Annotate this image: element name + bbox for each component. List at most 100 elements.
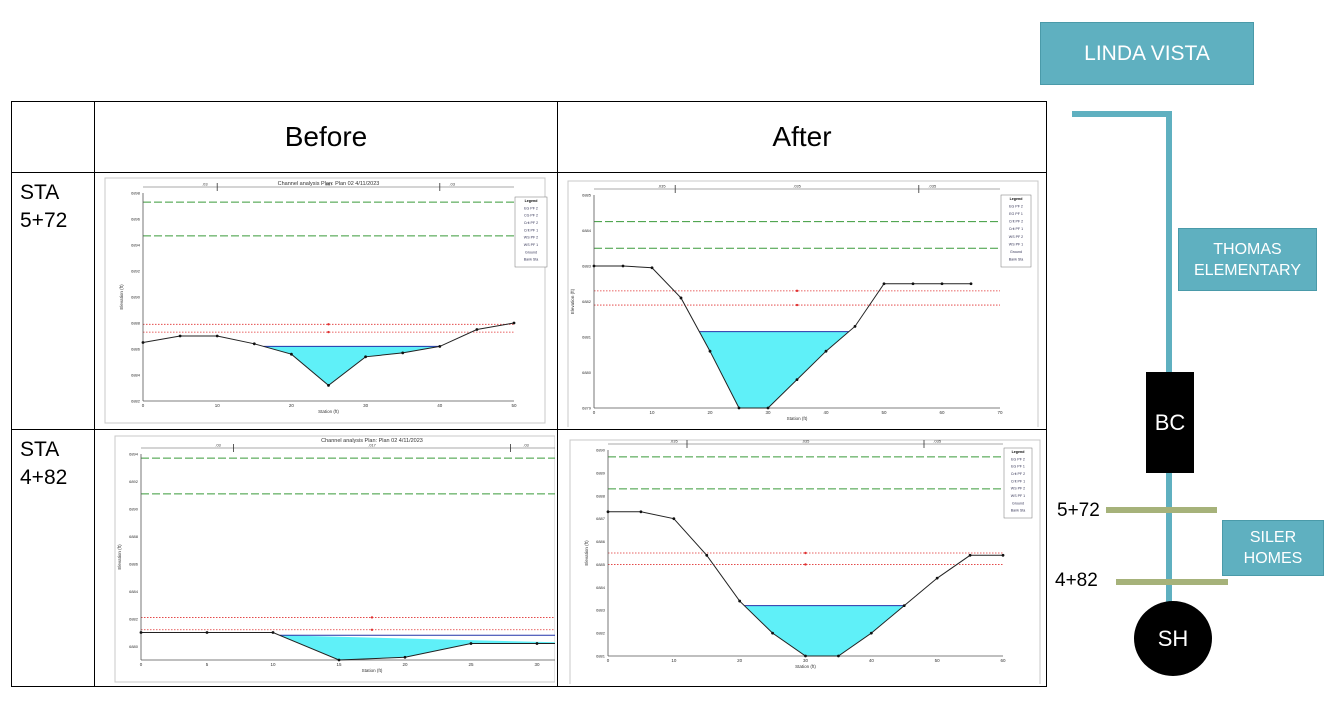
ground-line: [141, 632, 555, 661]
ground-point: [512, 321, 516, 325]
chart-title: Channel analysis Plan: Plan 02 4/11/2023: [321, 438, 423, 444]
eg-marker: [804, 551, 807, 555]
manning-n-label: .017: [325, 182, 334, 187]
ground-point: [621, 264, 625, 268]
x-tick-label: 5: [206, 662, 209, 667]
y-tick-label: 6889: [596, 470, 606, 475]
ground-point: [364, 355, 367, 359]
y-axis-label: Elevation (ft): [117, 544, 122, 570]
chart-sta572-before: Channel analysis Plan: Plan 02 4/11/2023…: [104, 177, 548, 424]
manning-n-label: .035: [670, 439, 679, 444]
water-area: [699, 331, 849, 408]
ground-line: [594, 265, 971, 409]
x-tick-label: 20: [402, 662, 408, 667]
ground-point: [708, 349, 712, 353]
water-area: [279, 635, 555, 660]
chart-sta572-after: 0 10 20 30 40 50 60 70 6879 6880 6881 6882 6883 6884 6…: [567, 180, 1039, 427]
y-tick-label: 6890: [129, 506, 139, 511]
manning-n-label: .03: [449, 182, 455, 187]
x-tick-label: 70: [997, 410, 1003, 415]
siler-homes-label: SILER HOMES: [1222, 520, 1324, 576]
x-tick-label: 60: [1000, 658, 1006, 663]
y-axis-label: Elevation (ft): [119, 284, 124, 310]
y-tick-label: 6884: [582, 228, 592, 233]
legend-entry: Crit PF 2: [1011, 472, 1025, 476]
station-label-572: 5+72: [1057, 500, 1100, 521]
legend-entry: Crit PF 1: [1011, 479, 1025, 483]
legend-entry: WS PF 1: [1009, 242, 1023, 246]
ground-point: [401, 351, 405, 355]
chart-frame: [567, 180, 1039, 427]
legend-entry: WS PF 2: [1009, 235, 1023, 239]
x-tick-label: 10: [649, 410, 655, 415]
x-tick-label: 15: [336, 662, 342, 667]
y-axis-label: Elevation (ft): [570, 288, 575, 314]
x-tick-label: 0: [593, 410, 596, 415]
ground-point: [606, 510, 610, 514]
y-tick-label: 6882: [129, 616, 139, 621]
x-tick-label: 10: [270, 662, 276, 667]
legend-entry: EG PF 2: [1009, 205, 1023, 209]
manning-n-label: .017: [368, 443, 377, 448]
legend-entry: Legend: [1012, 450, 1025, 454]
cell-sta572-before: Channel analysis Plan: Plan 02 4/11/2023…: [94, 172, 558, 430]
x-tick-label: 0: [142, 403, 145, 408]
eg-marker: [370, 628, 374, 631]
legend-entry: EG PF 2: [1011, 457, 1025, 461]
y-axis-label: Elevation (ft): [584, 540, 589, 566]
y-tick-label: 6884: [129, 589, 139, 594]
thomas-text-line1: THOMAS: [1213, 240, 1282, 258]
x-tick-label: 60: [939, 410, 945, 415]
bc-box: BC: [1146, 372, 1194, 473]
y-tick-label: 6886: [131, 347, 141, 352]
legend-entry: WS PF 1: [524, 243, 538, 247]
ground-point: [853, 324, 857, 328]
legend-entry: Bank Sta: [524, 258, 539, 262]
ground-point: [337, 658, 341, 662]
ground-point: [672, 517, 676, 521]
y-tick-label: 6892: [129, 479, 139, 484]
legend-entry: WS PF 1: [1011, 494, 1025, 498]
sta-label-line2: 5+72: [20, 209, 68, 232]
header-after: After: [557, 101, 1047, 173]
y-tick-label: 6882: [582, 299, 592, 304]
y-tick-label: 6880: [129, 644, 139, 649]
ground-point: [837, 654, 840, 658]
eg-marker: [327, 330, 330, 334]
ground-point: [935, 576, 939, 580]
legend-entry: Ground: [525, 250, 537, 254]
legend-entry: Bank Sta: [1011, 509, 1026, 513]
siler-text-line2: HOMES: [1243, 550, 1303, 567]
x-tick-label: 40: [869, 658, 875, 663]
manning-n-label: .03: [202, 182, 208, 187]
x-tick-label: 30: [765, 410, 771, 415]
x-tick-label: 10: [671, 658, 677, 663]
y-tick-label: 6896: [131, 217, 141, 222]
x-tick-label: 0: [140, 662, 143, 667]
siler-text-line1: SILER: [1249, 529, 1297, 546]
ground-point: [679, 296, 683, 300]
legend-entry: WS PF 2: [1011, 487, 1025, 491]
ground-point: [824, 349, 828, 353]
ground-point: [869, 631, 873, 635]
sta-label-line1: STA: [20, 438, 60, 461]
station-label-482: 4+82: [1055, 570, 1098, 591]
chart-sta482-before: Channel analysis Plan: Plan 02 4/11/2023…: [114, 435, 555, 683]
ground-point: [592, 264, 596, 268]
water-area: [263, 346, 440, 386]
y-tick-label: 6882: [131, 399, 141, 404]
x-tick-label: 50: [881, 410, 887, 415]
legend-entry: Bank Sta: [1009, 257, 1024, 261]
ground-point: [968, 553, 972, 557]
y-tick-label: 6894: [131, 243, 141, 248]
ground-point: [215, 334, 219, 338]
legend-entry: Crit PF 2: [524, 221, 538, 225]
legend-entry: Ground: [1010, 250, 1022, 254]
legend-entry: CG PF 2: [524, 214, 538, 218]
ground-point: [738, 599, 742, 603]
row-label-sta-482: STA 4+82: [11, 429, 95, 687]
y-tick-label: 6879: [582, 406, 592, 411]
x-tick-label: 10: [215, 403, 221, 408]
x-tick-label: 40: [437, 403, 443, 408]
legend-entry: Ground: [1012, 501, 1024, 505]
